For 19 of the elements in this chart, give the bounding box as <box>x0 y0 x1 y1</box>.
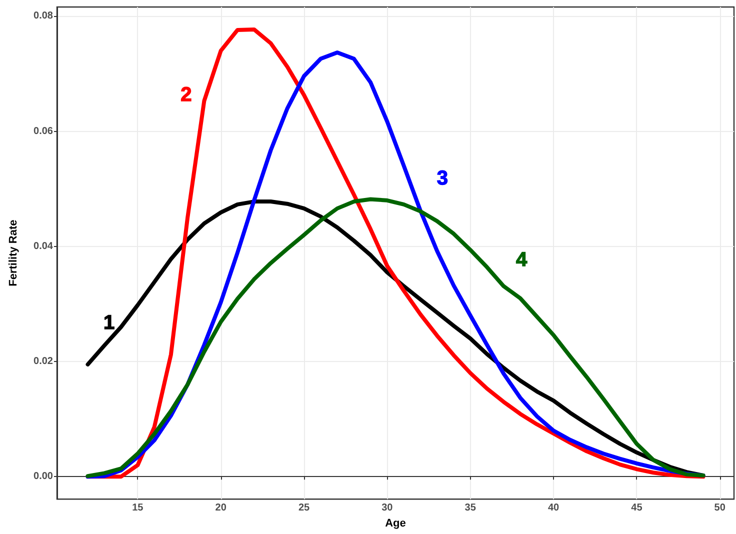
x-tick-label: 30 <box>382 502 394 514</box>
series-label: 2 <box>180 84 192 106</box>
x-tick-label: 20 <box>215 502 227 514</box>
y-axis-title: Fertility Rate <box>8 220 20 286</box>
series-label: 4 <box>516 249 528 272</box>
y-tick-label: 0.04 <box>34 240 54 252</box>
x-tick-label: 50 <box>714 502 726 514</box>
series-label: 3 <box>436 168 448 190</box>
y-tick-label: 0.08 <box>34 10 54 22</box>
y-tick-label: 0.02 <box>34 356 54 368</box>
y-tick-label: 0.00 <box>34 471 54 482</box>
x-tick-label: 15 <box>132 502 144 514</box>
x-axis-title: Age <box>385 518 406 530</box>
series-label: 1 <box>103 312 115 334</box>
x-tick-label: 35 <box>464 502 476 514</box>
x-tick-label: 40 <box>548 502 560 514</box>
x-tick-label: 25 <box>298 502 310 514</box>
x-tick-label: 45 <box>631 502 643 514</box>
y-tick-label: 0.06 <box>34 126 54 137</box>
